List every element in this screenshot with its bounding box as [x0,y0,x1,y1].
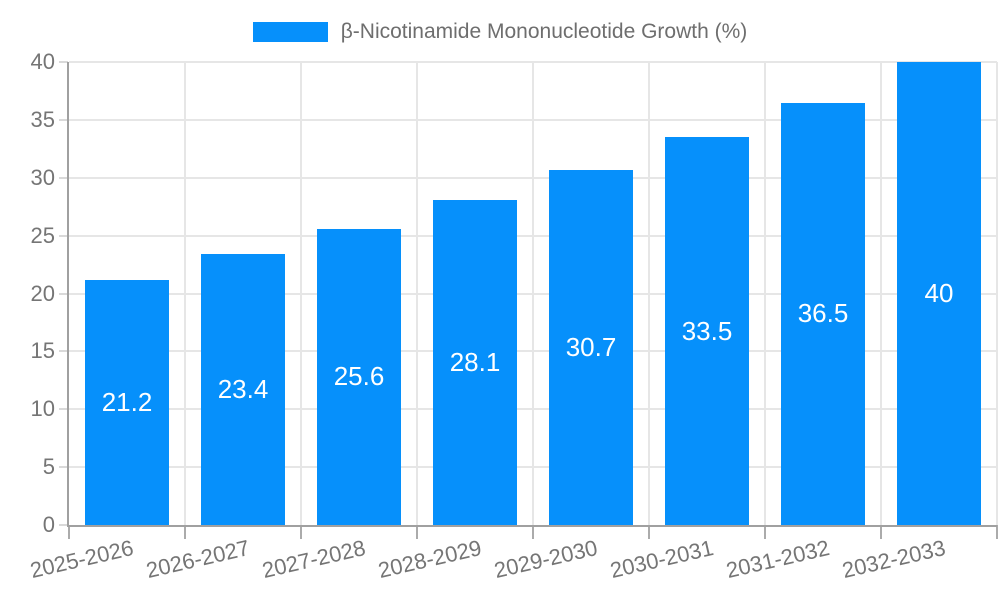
y-tick-mark [59,524,68,526]
v-gridline [184,62,186,525]
y-tick-label: 0 [42,512,55,537]
x-tick-mark [648,525,650,539]
y-tick-mark [59,350,68,353]
bar: 36.5 [781,102,865,525]
y-tick-mark [59,466,68,469]
y-tick-mark [59,61,68,63]
x-tick-label: 2027-2028 [259,535,368,584]
x-tick-mark [764,525,766,539]
y-tick-label: 30 [30,164,55,190]
bar: 30.7 [549,169,633,525]
v-gridline [416,62,418,525]
x-tick-label: 2025-2026 [27,535,136,584]
bar-value-label: 36.5 [797,298,849,329]
x-tick-label: 2026-2027 [143,535,252,584]
bar-value-label: 23.4 [217,374,269,405]
x-tick-mark [532,525,534,539]
x-tick-label: 2031-2032 [723,535,832,584]
legend-item[interactable]: β-Nicotinamide Mononucleotide Growth (%) [252,20,748,44]
legend-label: β-Nicotinamide Mononucleotide Growth (%) [340,20,748,43]
y-axis-line [67,62,69,527]
x-tick-mark [300,525,302,539]
x-tick-label: 2030-2031 [607,535,716,584]
bar-value-label: 33.5 [681,315,733,346]
x-tick-mark [880,525,882,539]
bar: 21.2 [85,279,169,525]
y-tick-label: 5 [42,454,55,480]
y-tick-label: 15 [30,338,55,364]
y-tick-mark [59,292,68,295]
y-tick-mark [59,234,68,237]
bar-value-label: 30.7 [565,331,617,362]
y-tick-label: 25 [30,222,55,248]
y-tick-label: 40 [30,49,55,74]
bar-value-label: 21.2 [101,386,153,417]
y-tick-label: 10 [30,396,55,422]
bar-value-label: 40 [924,278,954,308]
x-axis-line [67,525,997,527]
y-tick-label: 35 [30,106,55,132]
bar-value-label: 25.6 [333,361,385,392]
legend: β-Nicotinamide Mononucleotide Growth (%) [0,20,1000,44]
v-gridline [300,62,302,525]
y-tick-mark [59,176,68,179]
bar: 33.5 [665,137,749,525]
v-gridline [764,62,766,525]
y-tick-mark [59,408,68,411]
bar: 40 [897,62,981,525]
y-tick-mark [59,118,68,121]
x-tick-mark [996,525,998,539]
y-tick-label: 20 [30,280,55,306]
x-tick-label: 2032-2033 [839,535,948,584]
x-tick-label: 2029-2030 [491,535,600,584]
x-tick-mark [68,525,70,539]
v-gridline [996,62,998,525]
bar-value-label: 28.1 [449,346,501,377]
x-tick-mark [416,525,418,539]
v-gridline [532,62,534,525]
v-gridline [880,62,882,525]
x-tick-mark [184,525,186,539]
bar: 23.4 [201,254,285,525]
v-gridline [648,62,650,525]
bar: 28.1 [433,199,517,525]
bar: 25.6 [317,228,401,525]
x-tick-label: 2028-2029 [375,535,484,584]
legend-swatch [252,22,328,42]
